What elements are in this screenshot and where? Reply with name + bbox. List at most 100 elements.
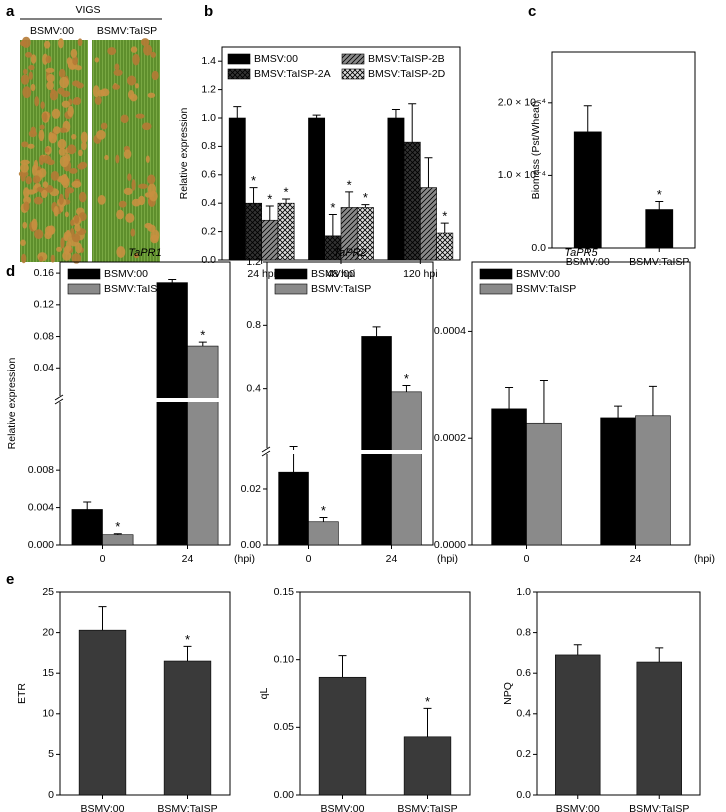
pustule: [72, 80, 81, 87]
error-bar: [338, 655, 347, 678]
x-unit: (hpi): [234, 553, 255, 565]
bar: [391, 391, 422, 546]
axis-break-mark: [54, 394, 64, 405]
bar: [645, 209, 674, 249]
pustule: [61, 100, 70, 108]
plot-frame: [59, 591, 231, 796]
y-tick-label: 20: [42, 626, 54, 638]
pustule: [120, 114, 129, 124]
y-tick-label: 0.4: [201, 197, 216, 209]
pustule: [134, 83, 139, 89]
x-tick-label: BSMV:00: [321, 803, 365, 812]
pustule: [112, 84, 121, 90]
x-tick-label: 0: [524, 553, 530, 565]
significance-mark: *: [321, 503, 326, 518]
pustule: [150, 51, 157, 58]
y-tick-label: 25: [42, 586, 54, 598]
y-tick-label: 1.2: [246, 256, 261, 268]
legend-swatch: [341, 68, 365, 80]
legend-label: BSMV:TaISP: [104, 283, 164, 295]
legend-swatch: [274, 283, 308, 295]
significance-mark: *: [185, 632, 190, 647]
error-bar: [655, 201, 664, 210]
y-tick-label: 0.2: [201, 225, 216, 237]
chart-panel: d TaPR1 Relative expression 0.000 0.004 0.008…: [6, 247, 255, 565]
pustule: [53, 126, 61, 135]
legend-label: BSMV:00: [311, 268, 355, 280]
pustule: [59, 127, 68, 133]
panel-label: d: [6, 263, 15, 280]
pustule: [150, 234, 159, 244]
y-axis-label: NPQ: [502, 682, 514, 705]
error-bar: [83, 501, 92, 510]
legend-label: BMSV:TaISP-2B: [368, 53, 445, 65]
plot-frame: [59, 261, 231, 546]
pustule: [58, 147, 67, 156]
y-tick-label: 0.0: [516, 789, 531, 801]
pustule: [51, 108, 61, 119]
pustule: [30, 83, 36, 92]
bar: [403, 736, 452, 796]
bar: [78, 629, 127, 796]
legend-swatch: [341, 53, 365, 65]
error-bar: [573, 644, 582, 655]
error-bar: [440, 222, 449, 234]
bar: [187, 345, 219, 546]
bar: [635, 415, 671, 546]
pustule: [147, 92, 156, 98]
bar: [102, 534, 134, 546]
pustule: [42, 181, 49, 189]
pustule: [23, 68, 28, 75]
pustule: [43, 40, 51, 49]
significance-mark: *: [404, 371, 409, 386]
y-tick-label: 0.2: [516, 748, 531, 760]
bar: [491, 408, 527, 546]
bar: [555, 654, 601, 796]
pustule: [50, 254, 56, 263]
error-bar: [345, 191, 354, 208]
pustule: [22, 86, 32, 99]
pustule: [49, 90, 59, 101]
pustule: [94, 57, 100, 63]
x-tick-label: BSMV:00: [81, 803, 125, 812]
pustule: [32, 185, 39, 194]
pustule: [38, 168, 47, 178]
pustule: [81, 141, 87, 151]
pustule: [28, 130, 37, 138]
chart-panel: b Relative expression 0.0 0.2 0.4 0.6 0.8 1.0 1.…: [178, 3, 461, 280]
y-tick-label: 0.4: [246, 382, 261, 394]
significance-mark: *: [657, 187, 662, 202]
error-bar: [361, 204, 370, 208]
pustule: [58, 38, 64, 49]
pustule: [147, 174, 156, 185]
significance-mark: *: [425, 694, 430, 709]
pustule: [126, 75, 137, 86]
pustule: [40, 101, 45, 110]
pustule: [116, 246, 126, 258]
pustule: [57, 138, 67, 150]
pustule: [20, 239, 26, 246]
x-tick-label: BSMV:TaISP: [629, 803, 689, 812]
bar: [261, 219, 279, 261]
x-unit: (hpi): [694, 553, 715, 565]
significance-mark: *: [363, 190, 368, 205]
pustule: [34, 96, 40, 107]
pustule: [30, 54, 37, 64]
pustule: [147, 224, 156, 232]
error-bar: [198, 341, 207, 347]
pustule: [28, 64, 35, 71]
error-bar: [423, 707, 432, 737]
panel-title: TaPR1: [128, 247, 161, 259]
legend-swatch: [227, 53, 251, 65]
bar: [163, 660, 212, 796]
pustule: [78, 149, 83, 157]
y-tick-label: 0.0004: [434, 325, 466, 337]
y-tick-label: 5: [48, 748, 54, 760]
panel-label: a: [6, 3, 15, 20]
chart-panel: c Biomass (Pst/Wheat) 0.0 1.0 × 10⁻⁴ 2.0 × 1…: [498, 3, 696, 268]
bar: [318, 676, 367, 796]
pustule: [44, 225, 54, 236]
y-tick-label: 0.08: [34, 330, 55, 342]
leaf-panel: a VIGS BSMV:00 BSMV:TaISP: [6, 3, 162, 264]
pustule: [72, 55, 79, 66]
